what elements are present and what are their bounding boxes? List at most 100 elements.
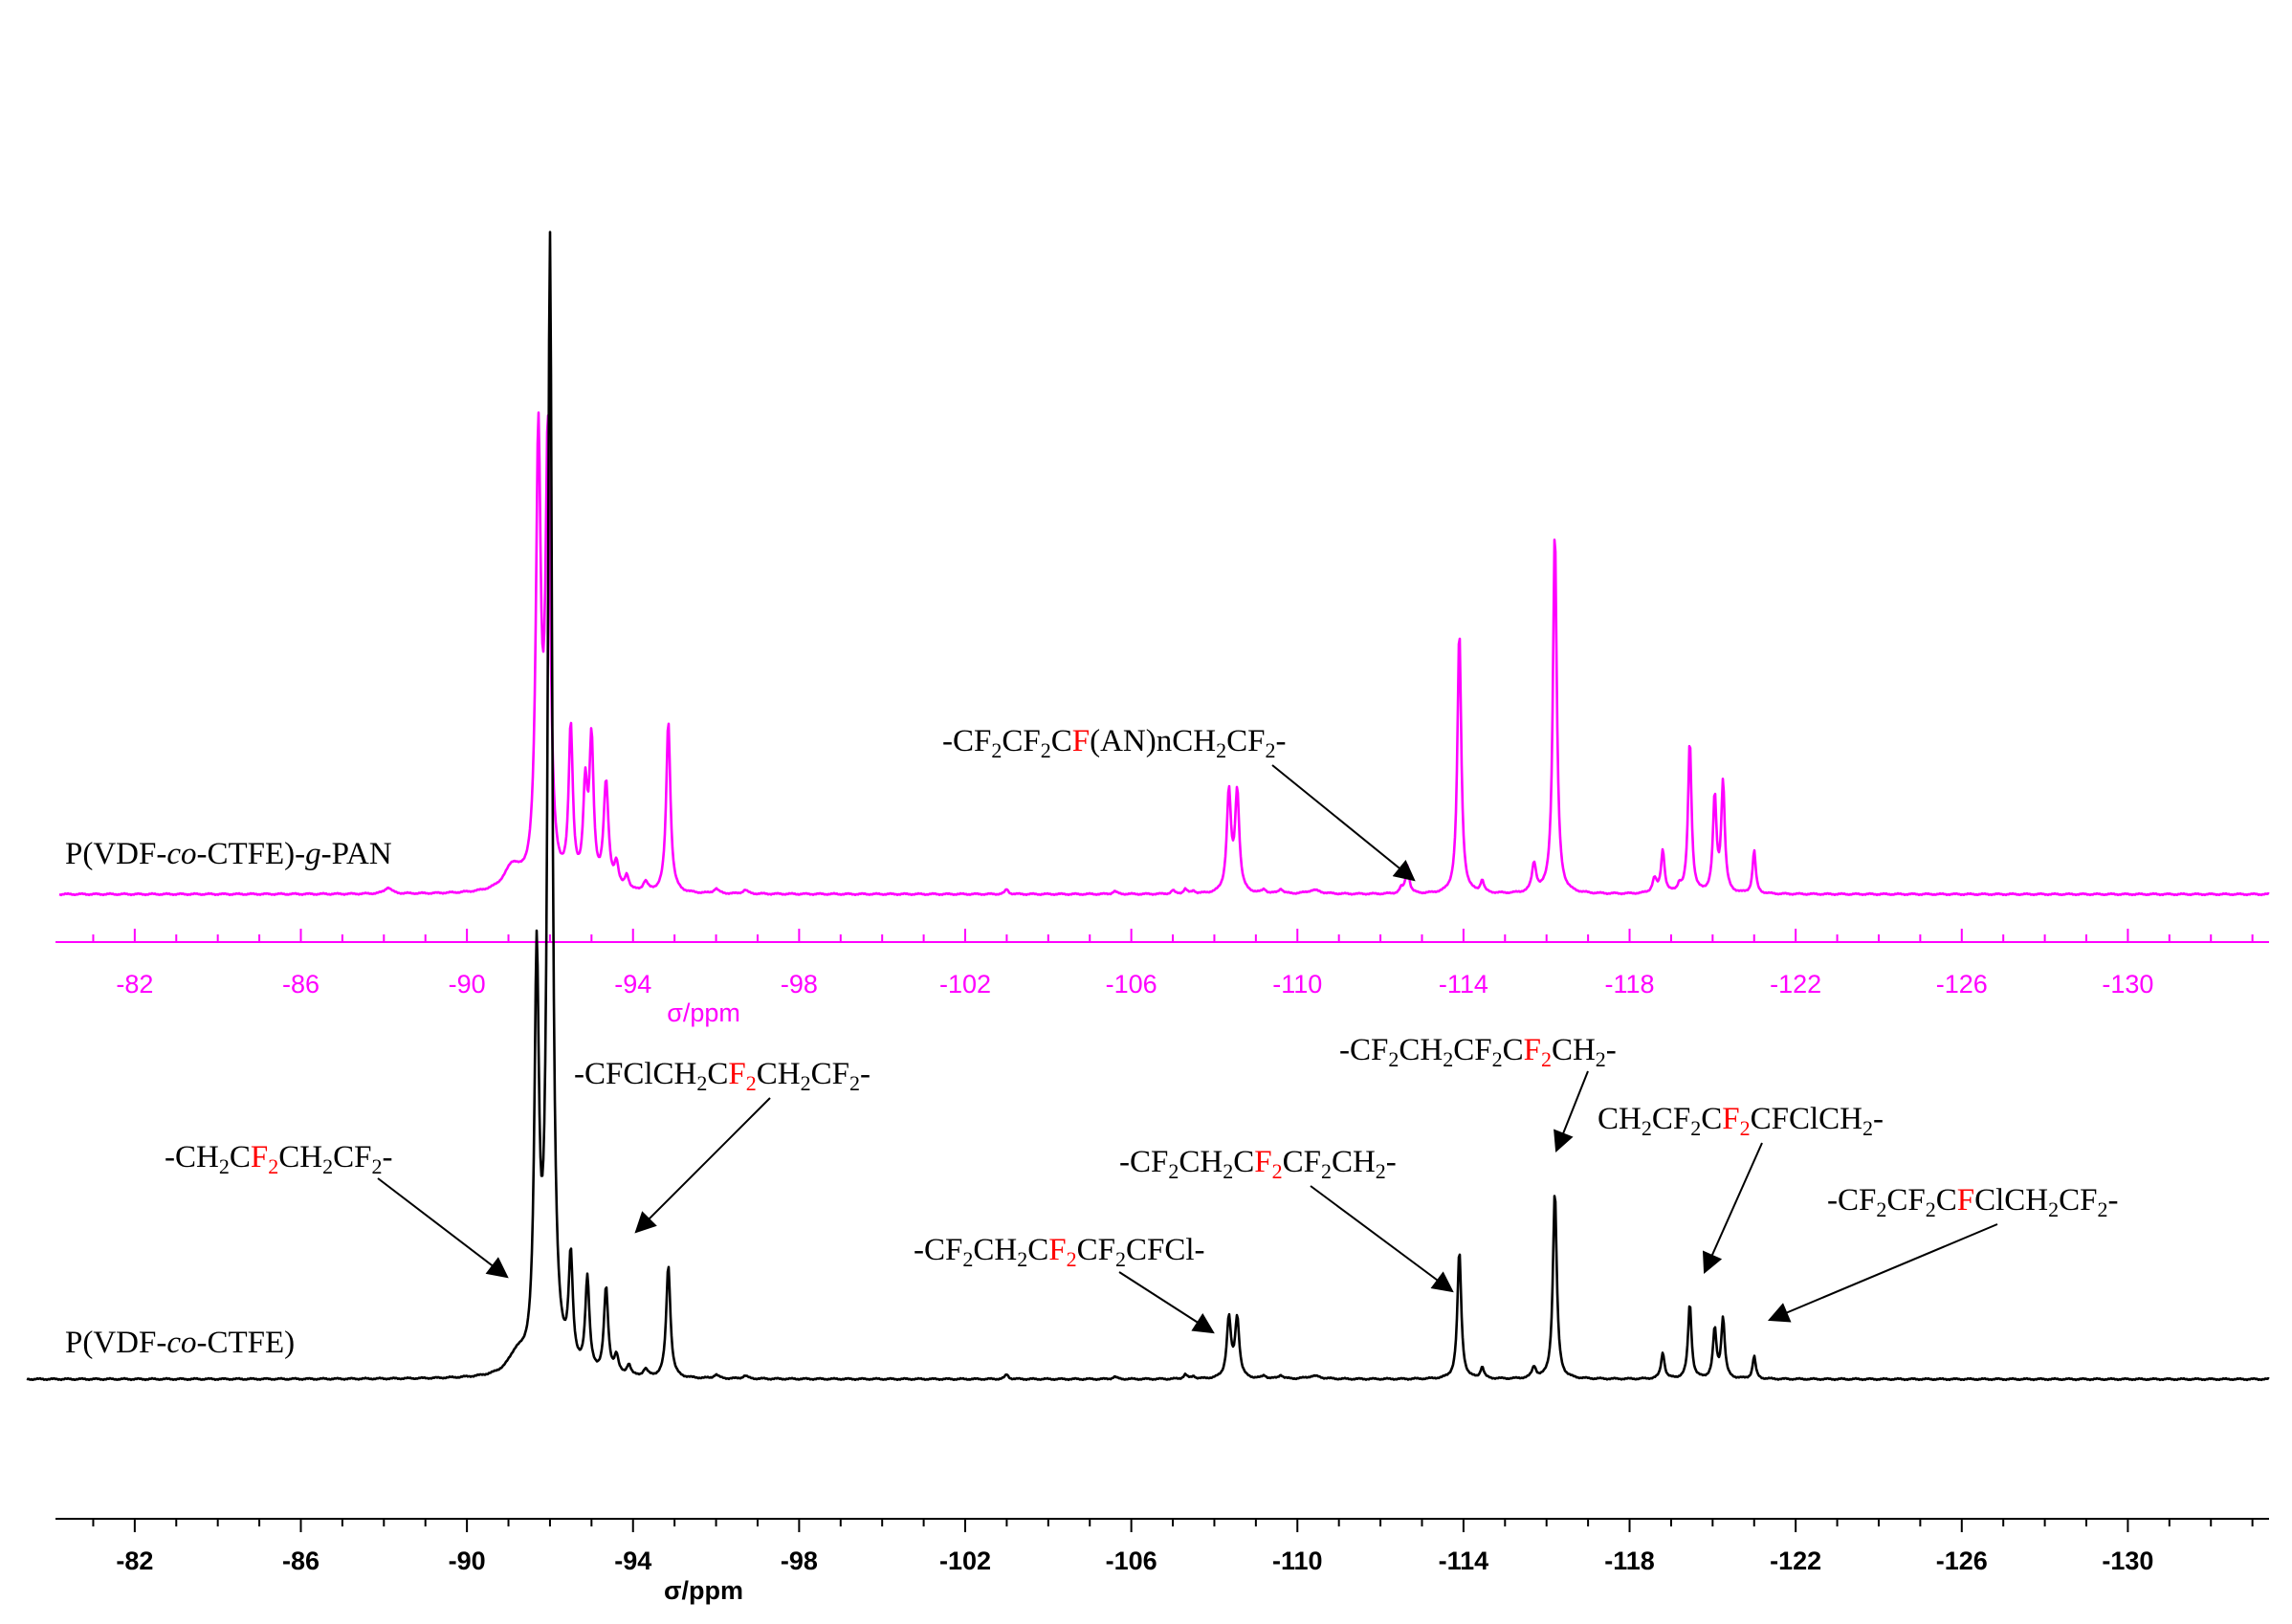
text-run: 2 — [1041, 738, 1051, 762]
peak-annotation-label: CH2CF2CF2CFClCH2- — [1598, 1102, 1884, 1140]
text-run: CH — [1332, 1145, 1376, 1179]
text-run: CF — [333, 1140, 371, 1174]
text-run: CF — [2059, 1183, 2097, 1218]
text-run: 2 — [1876, 1197, 1886, 1221]
text-run: 2 — [322, 1154, 333, 1178]
text-run: 2 — [1642, 1116, 1652, 1140]
text-run: co — [166, 837, 196, 871]
top-tick-label: -98 — [781, 970, 818, 999]
text-run: 2 — [1492, 1047, 1503, 1071]
text-run: F — [1957, 1183, 1974, 1218]
text-run: 2 — [1272, 1159, 1283, 1183]
text-run: CF — [1226, 724, 1265, 758]
peak-annotation-label: -CF2CH2CF2CF2CFCl- — [914, 1233, 1205, 1271]
top-tick-label: -106 — [1106, 970, 1157, 999]
text-run: (AN)nCH — [1090, 724, 1216, 758]
text-run: 2 — [219, 1154, 230, 1178]
bottom-tick-label: -98 — [781, 1547, 818, 1575]
text-run: CF — [811, 1057, 849, 1091]
text-run: 2 — [1926, 1197, 1936, 1221]
text-run: - — [1606, 1033, 1617, 1067]
text-run: 2 — [1388, 1047, 1399, 1071]
text-run: 2 — [1168, 1159, 1179, 1183]
annotation-arrow — [1271, 764, 1416, 882]
top-tick-label: -82 — [116, 970, 153, 999]
text-run: CFClCH — [1751, 1102, 1862, 1136]
text-run: 2 — [1017, 1247, 1027, 1271]
text-run: -CF — [1339, 1033, 1388, 1067]
text-run: -CTFE)- — [197, 837, 306, 871]
top-tick-label: -118 — [1605, 970, 1655, 999]
text-run: C — [230, 1140, 251, 1174]
text-run: CH — [1399, 1033, 1443, 1067]
bottom-tick-label: -90 — [449, 1547, 486, 1575]
text-run: - — [1386, 1145, 1397, 1179]
top-spectrum-trace — [58, 411, 2270, 897]
text-run: CH — [1598, 1102, 1642, 1136]
top-tick-label: -126 — [1936, 970, 1988, 999]
text-run: CH — [1552, 1033, 1596, 1067]
bottom-tick-label: -110 — [1272, 1547, 1323, 1575]
text-run: C — [1027, 1233, 1048, 1267]
text-run: 2 — [801, 1071, 811, 1095]
text-run: 2 — [1862, 1116, 1873, 1140]
text-run: 2 — [1321, 1159, 1332, 1183]
text-run: 2 — [268, 1154, 278, 1178]
text-run: F — [1048, 1233, 1066, 1267]
text-run: C — [1051, 724, 1072, 758]
peak-annotation-label: -CF2CH2CF2CF2CH2- — [1339, 1033, 1617, 1071]
text-run: -CFClCH — [574, 1057, 696, 1091]
text-run: P(VDF- — [65, 1326, 166, 1360]
text-run: 2 — [746, 1071, 757, 1095]
text-run: C — [1233, 1145, 1254, 1179]
text-run: F — [1722, 1102, 1739, 1136]
text-run: 2 — [991, 738, 1002, 762]
text-run: 2 — [1216, 738, 1226, 762]
text-run: -CTFE) — [197, 1326, 296, 1360]
top-tick-label: -130 — [2102, 970, 2153, 999]
text-run: 2 — [1115, 1247, 1126, 1271]
top-tick-label: -86 — [282, 970, 320, 999]
peak-annotation-label: -CF2CF2CF(AN)nCH2CF2- — [942, 724, 1286, 762]
annotation-arrow — [634, 1097, 771, 1234]
text-run: 2 — [1740, 1116, 1751, 1140]
bottom-tick-label: -114 — [1439, 1547, 1489, 1575]
text-run: C — [707, 1057, 728, 1091]
text-run: co — [166, 1326, 196, 1360]
annotation-arrow — [377, 1177, 509, 1279]
text-run: 2 — [1265, 738, 1275, 762]
peak-annotation-label: -CFClCH2CF2CH2CF2- — [574, 1057, 871, 1095]
text-run: 2 — [696, 1071, 707, 1095]
spectra-layer — [26, 230, 2270, 1382]
text-run: 2 — [849, 1071, 860, 1095]
text-run: g — [305, 837, 321, 871]
annotation-arrow — [1767, 1223, 1998, 1323]
bottom-tick-label: -118 — [1604, 1547, 1655, 1575]
annotation-arrow — [1702, 1142, 1763, 1275]
top-axis-title: σ/ppm — [667, 999, 740, 1027]
bottom-series-label: P(VDF-co-CTFE) — [65, 1326, 295, 1360]
text-run: CH — [278, 1140, 322, 1174]
text-run: 2 — [2098, 1197, 2108, 1221]
text-run: F — [1072, 724, 1090, 758]
text-run: CFCl- — [1126, 1233, 1205, 1267]
peak-annotation-label: -CF2CH2CF2CF2CH2- — [1119, 1145, 1397, 1183]
top-tick-label: -94 — [614, 970, 651, 999]
text-run: 2 — [2048, 1197, 2059, 1221]
text-run: -CH — [165, 1140, 219, 1174]
text-run: F — [1524, 1033, 1541, 1067]
text-run: F — [728, 1057, 745, 1091]
annotation-arrow — [1554, 1070, 1589, 1153]
text-run: 2 — [962, 1247, 973, 1271]
text-run: 2 — [1690, 1116, 1701, 1140]
text-run: - — [1873, 1102, 1884, 1136]
text-run: 2 — [1376, 1159, 1386, 1183]
text-run: CF — [1652, 1102, 1690, 1136]
annotation-arrow — [1118, 1271, 1215, 1334]
text-run: CF — [1283, 1145, 1321, 1179]
text-run: - — [2108, 1183, 2119, 1218]
top-tick-label: -102 — [939, 970, 991, 999]
text-run: 2 — [1596, 1047, 1606, 1071]
bottom-tick-label: -106 — [1106, 1547, 1157, 1575]
